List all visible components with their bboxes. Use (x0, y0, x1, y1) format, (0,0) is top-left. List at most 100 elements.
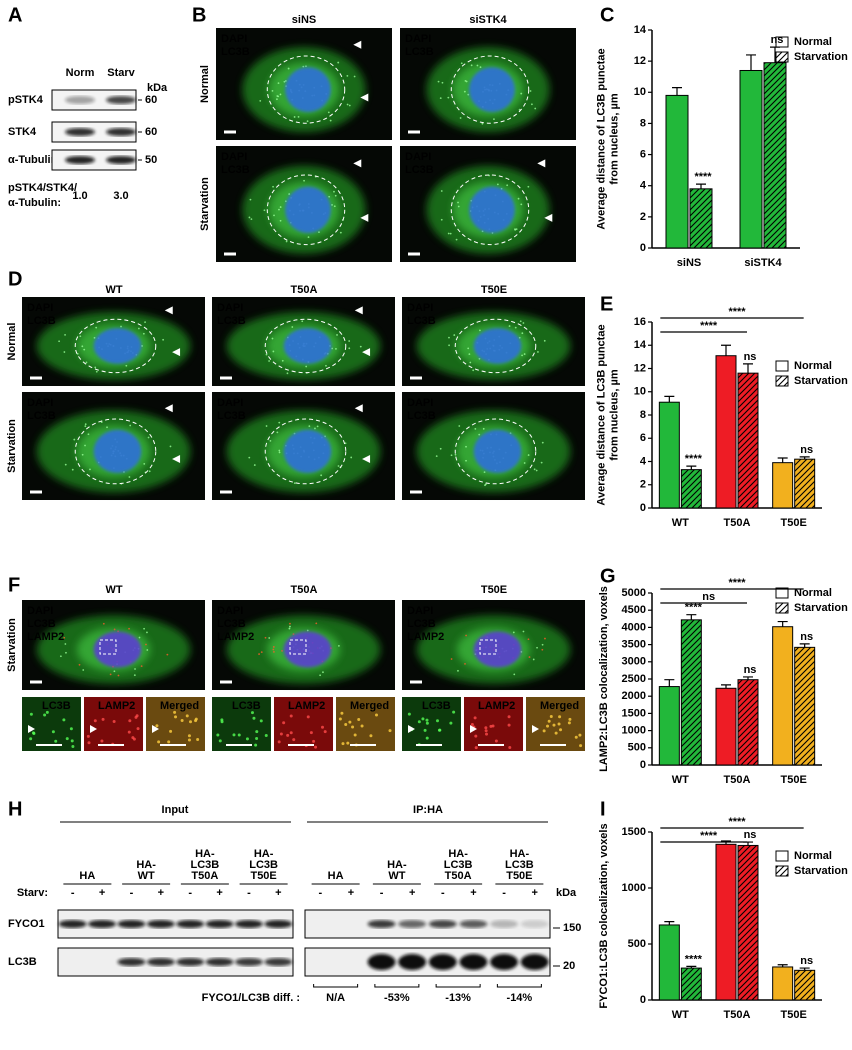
significance: ns (800, 955, 813, 967)
label: LC3B (407, 410, 436, 422)
label: LC3B (422, 700, 451, 712)
significance: **** (685, 453, 703, 465)
arrowhead (362, 454, 371, 463)
inset-puncta (578, 733, 582, 737)
blot-band (88, 920, 117, 928)
significance: ns (744, 829, 757, 841)
x-tick-label: WT (672, 517, 689, 529)
label: WT (138, 870, 155, 882)
label: kDa (147, 82, 168, 94)
puncta (515, 228, 518, 231)
y-tick-label: 10 (634, 386, 646, 398)
blot-band (264, 958, 293, 966)
puncta (320, 474, 323, 477)
puncta (278, 208, 280, 211)
label: LC3B (27, 315, 56, 327)
inset-puncta (216, 733, 220, 737)
puncta (453, 334, 456, 336)
blot-band (65, 128, 95, 136)
inset-puncta (232, 733, 236, 737)
puncta (536, 646, 538, 649)
error-bar (721, 684, 731, 689)
inset-puncta (289, 731, 293, 735)
arrowhead (353, 40, 362, 49)
inset-puncta (353, 733, 357, 737)
inset-puncta (277, 740, 281, 744)
puncta (457, 205, 460, 208)
puncta (289, 622, 291, 625)
puncta (286, 372, 289, 375)
puncta (464, 79, 467, 82)
label: - (502, 887, 506, 899)
puncta (129, 424, 132, 427)
arrowhead (532, 725, 539, 733)
label: LC3B (221, 46, 250, 58)
bar (739, 69, 763, 249)
puncta (59, 655, 62, 658)
legend-swatch (775, 850, 789, 862)
puncta (441, 81, 444, 84)
puncta (528, 656, 531, 658)
puncta (527, 185, 530, 188)
label: + (158, 887, 164, 899)
puncta (346, 74, 349, 77)
y-tick-label: 8 (640, 117, 646, 129)
puncta (259, 100, 262, 102)
inset-puncta (425, 721, 429, 725)
puncta (287, 67, 290, 70)
label: DAPI (27, 605, 53, 617)
error-bar (721, 344, 731, 356)
y-tick-label: 10 (634, 86, 646, 98)
error-bar (777, 457, 788, 463)
outline (266, 174, 346, 246)
y-axis-label: LAMP2:LC3B colocalization, voxels (598, 586, 610, 772)
inset-puncta (131, 736, 135, 740)
inset-puncta (491, 724, 495, 728)
puncta (316, 425, 319, 428)
puncta (125, 364, 128, 367)
label: - (318, 887, 322, 899)
inset-puncta (484, 726, 488, 730)
puncta (278, 421, 281, 424)
bar (763, 62, 787, 249)
inset-puncta (100, 739, 104, 743)
label: T50E (481, 584, 507, 596)
inset-puncta (374, 713, 378, 717)
inset-puncta (196, 737, 200, 741)
label: DAPI (407, 605, 433, 617)
puncta (306, 629, 309, 632)
y-tick-label: 2000 (622, 690, 646, 702)
arrowhead (164, 404, 173, 413)
puncta (439, 97, 442, 100)
puncta (437, 80, 440, 83)
puncta (117, 674, 120, 677)
puncta (457, 669, 459, 672)
puncta (338, 644, 340, 647)
label: HA- (510, 848, 530, 860)
inset-puncta (167, 740, 171, 744)
puncta (134, 668, 136, 670)
puncta (439, 447, 442, 450)
puncta (322, 671, 324, 674)
puncta (472, 369, 475, 372)
label: Normal (6, 323, 18, 361)
x-tick-label: T50E (781, 1009, 807, 1021)
inset-puncta (507, 715, 511, 719)
puncta (268, 637, 271, 639)
error-bar (743, 363, 753, 374)
error-bar (777, 964, 788, 967)
label: HA- (387, 859, 407, 871)
outline (454, 318, 537, 374)
label: HA- (254, 848, 274, 860)
bracket-label: **** (728, 306, 746, 318)
inset-puncta (425, 736, 429, 740)
puncta (348, 340, 351, 342)
inset-puncta (388, 729, 392, 733)
inset-puncta (449, 721, 453, 725)
puncta (142, 332, 145, 335)
puncta (63, 636, 66, 639)
inset-puncta (245, 737, 249, 741)
inset-puncta (135, 714, 139, 718)
puncta (79, 335, 82, 338)
bar (715, 355, 737, 509)
